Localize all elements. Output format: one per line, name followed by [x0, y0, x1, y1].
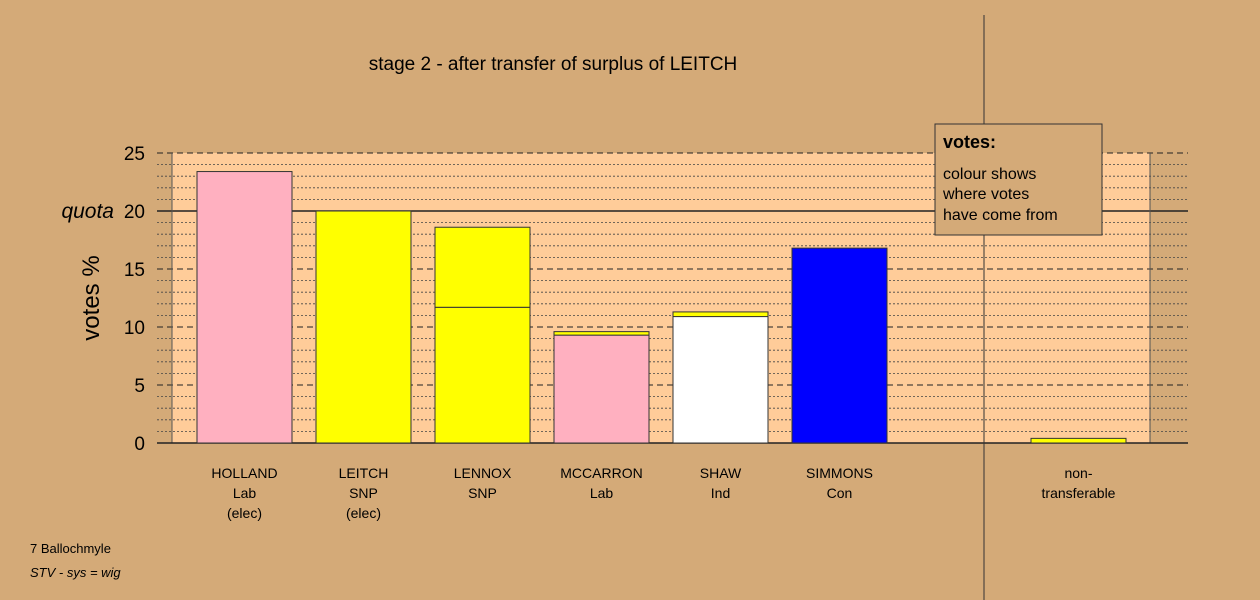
candidate-label-line: transferable: [1042, 485, 1116, 501]
candidate-label-line: LENNOX: [454, 465, 512, 481]
candidate-label-line: LEITCH: [339, 465, 389, 481]
candidate-label-line: SIMMONS: [806, 465, 873, 481]
legend-box: [934, 123, 1103, 236]
bars: [196, 171, 1127, 444]
nontransferable-bar-segment: [1030, 437, 1127, 444]
y-tick-label: 0: [134, 434, 145, 455]
legend-line-1: colour shows: [943, 166, 1036, 183]
y-tick-label: 15: [124, 260, 145, 281]
y-tick-label: 5: [134, 376, 145, 397]
legend-line-2: where votes: [942, 186, 1029, 203]
candidate-bar-segment: [553, 331, 650, 336]
candidate-bar-segment: [553, 334, 650, 444]
candidate-label-line: SHAW: [700, 465, 742, 481]
candidate-label-line: Con: [827, 485, 853, 501]
candidate-label-line: (elec): [227, 505, 262, 521]
y-tick-label: 10: [124, 318, 145, 339]
candidate-label-line: Ind: [711, 485, 730, 501]
candidate-bar-segment: [434, 226, 531, 308]
y-tick-label: 20: [124, 202, 145, 223]
candidate-bar-segment: [672, 316, 769, 444]
system-label: STV - sys = wig: [30, 565, 121, 580]
candidate-label-line: Lab: [590, 485, 614, 501]
quota-label: quota: [61, 200, 114, 223]
candidate-bar-segment: [196, 171, 293, 444]
candidate-label-line: SNP: [468, 485, 497, 501]
candidate-bar-segment: [791, 247, 888, 444]
candidate-bar-segment: [315, 210, 412, 444]
candidate-label-line: SNP: [349, 485, 378, 501]
legend-line-3: have come from: [943, 207, 1058, 224]
candidate-label-line: HOLLAND: [211, 465, 277, 481]
y-axis-label: votes %: [78, 255, 105, 340]
candidate-label-line: (elec): [346, 505, 381, 521]
y-tick-label: 25: [124, 144, 145, 165]
chart-title: stage 2 - after transfer of surplus of L…: [369, 54, 738, 75]
candidate-bar-segment: [434, 306, 531, 444]
y-axis: 0 5 10 15 20 25: [124, 144, 145, 455]
legend: votes: colour shows where votes have com…: [934, 123, 1103, 236]
candidate-bar-segment: [672, 311, 769, 318]
candidate-label-line: MCCARRON: [560, 465, 642, 481]
candidate-label-line: Lab: [233, 485, 257, 501]
x-labels: HOLLAND Lab (elec) LEITCH SNP (elec) LENNOX SNP…: [211, 465, 1115, 521]
candidate-label-line: non-: [1064, 465, 1092, 481]
ward-name: 7 Ballochmyle: [30, 541, 111, 556]
legend-title: votes:: [943, 132, 996, 152]
